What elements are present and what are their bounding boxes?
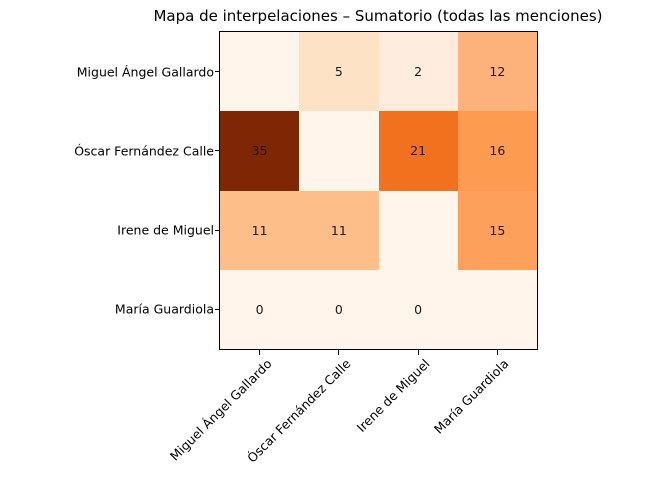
- heatmap-cell: 11: [220, 190, 300, 270]
- x-tick-label: María Guardiola: [431, 356, 512, 437]
- x-tick: [259, 350, 261, 355]
- heatmap-cell: 15: [457, 190, 537, 270]
- x-tick-label: Irene de Miguel: [353, 356, 433, 435]
- heatmap-cell: 2: [378, 32, 458, 112]
- heatmap-cell: 0: [220, 269, 300, 349]
- heatmap-cell: [457, 269, 537, 349]
- heatmap-grid: 5 2 12 35 21 16 11 11 15 0 0 0: [220, 32, 537, 349]
- x-tick: [496, 350, 498, 355]
- heatmap-cell: 16: [457, 111, 537, 191]
- heatmap-cell: [220, 32, 300, 112]
- y-tick: [215, 150, 220, 152]
- y-tick-label: Óscar Fernández Calle: [74, 143, 214, 159]
- heatmap-cell: 5: [299, 32, 379, 112]
- heatmap-cell: [299, 111, 379, 191]
- heatmap-axes: 5 2 12 35 21 16 11 11 15 0 0 0: [215, 31, 538, 355]
- y-tick-label: María Guardiola: [114, 301, 214, 317]
- heatmap-cell: [378, 190, 458, 270]
- y-tick: [215, 71, 220, 73]
- heatmap-cell: 0: [378, 269, 458, 349]
- heatmap-cell: 12: [457, 32, 537, 112]
- y-tick: [215, 229, 220, 231]
- heatmap-cell: 35: [220, 111, 300, 191]
- heatmap-cell: 21: [378, 111, 458, 191]
- y-tick-label: Irene de Miguel: [117, 222, 214, 238]
- y-tick: [215, 308, 220, 310]
- heatmap-cell: 0: [299, 269, 379, 349]
- x-tick: [417, 350, 419, 355]
- chart-title: Mapa de interpelaciones – Sumatorio (tod…: [153, 7, 603, 25]
- y-tick-label: Miguel Ángel Gallardo: [76, 64, 214, 80]
- x-tick: [338, 350, 340, 355]
- heatmap-cell: 11: [299, 190, 379, 270]
